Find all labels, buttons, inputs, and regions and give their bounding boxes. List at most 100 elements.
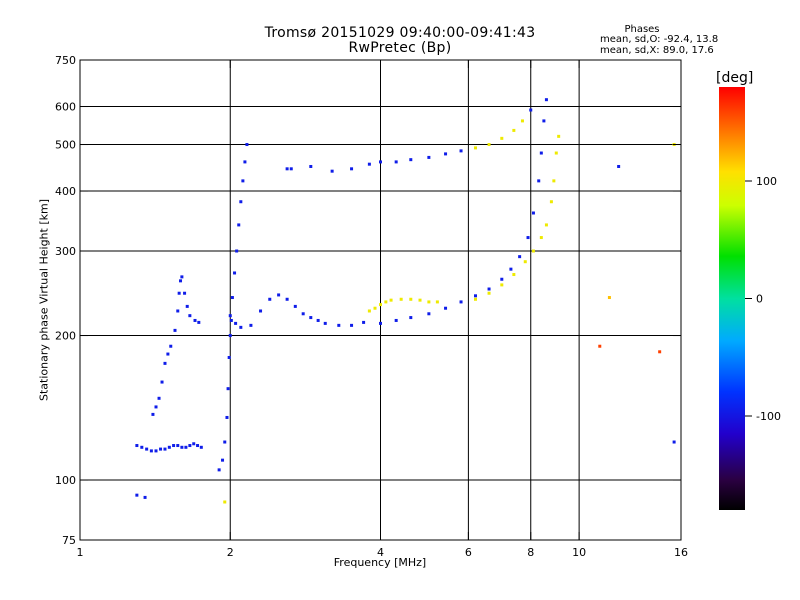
data-point — [523, 260, 527, 264]
data-point — [531, 249, 535, 253]
data-point — [531, 211, 535, 215]
x-tick-label: 2 — [227, 546, 234, 559]
data-point — [427, 300, 431, 304]
x-tick-label: 1 — [77, 546, 84, 559]
data-point — [409, 316, 413, 320]
data-point — [459, 149, 463, 153]
data-point — [529, 108, 533, 112]
data-point — [539, 236, 543, 240]
data-point — [234, 321, 238, 325]
data-point — [520, 119, 524, 123]
data-point — [427, 155, 431, 159]
data-point — [399, 297, 403, 301]
data-point — [228, 314, 232, 318]
data-point — [151, 412, 155, 416]
data-point — [223, 440, 227, 444]
data-point — [229, 318, 233, 322]
data-point — [301, 312, 305, 316]
data-point — [487, 287, 491, 291]
data-point — [143, 495, 147, 499]
data-point — [617, 164, 621, 168]
plot-frame — [79, 59, 682, 541]
data-point — [444, 152, 448, 156]
data-point — [154, 405, 158, 409]
data-point — [157, 396, 161, 400]
data-point — [427, 312, 431, 316]
data-point — [167, 445, 171, 449]
data-point — [444, 306, 448, 310]
data-point — [549, 200, 553, 204]
data-point — [225, 415, 229, 419]
data-point — [473, 297, 477, 301]
data-point — [389, 298, 393, 302]
data-point — [268, 297, 272, 301]
colorbar-tick-label: 0 — [756, 293, 763, 306]
data-point — [409, 297, 413, 301]
data-point — [552, 179, 556, 183]
data-point — [199, 445, 203, 449]
x-axis-label: Frequency [MHz] — [333, 556, 427, 569]
data-point — [188, 314, 192, 318]
data-point — [192, 442, 196, 446]
y-tick-label: 200 — [55, 330, 76, 343]
data-point — [557, 134, 561, 138]
phases-o-stats: mean, sd,O: -92.4, 13.8 — [600, 34, 719, 45]
data-point — [217, 468, 221, 472]
data-point — [309, 164, 313, 168]
data-point — [500, 136, 504, 140]
data-point — [512, 273, 516, 277]
data-point — [537, 179, 541, 183]
data-point — [539, 151, 543, 155]
data-point — [227, 355, 231, 359]
data-point — [512, 128, 516, 132]
y-tick-label: 300 — [55, 245, 76, 258]
data-point — [409, 158, 413, 162]
data-point — [163, 447, 167, 451]
data-point — [140, 445, 144, 449]
data-point — [337, 323, 341, 327]
y-tick-label: 600 — [55, 101, 76, 114]
data-point — [435, 300, 439, 304]
x-tick-label: 6 — [465, 546, 472, 559]
data-point — [544, 98, 548, 102]
data-point — [277, 293, 281, 297]
data-point — [188, 444, 192, 448]
data-point — [394, 318, 398, 322]
data-point — [459, 300, 463, 304]
data-point — [350, 323, 354, 327]
data-point — [193, 318, 197, 322]
data-point — [607, 296, 611, 300]
data-point — [259, 309, 263, 313]
x-tick-label: 10 — [572, 546, 586, 559]
data-point — [245, 143, 249, 147]
data-point — [135, 444, 139, 448]
data-point — [473, 146, 477, 150]
data-point — [223, 500, 227, 504]
data-point — [509, 267, 513, 271]
data-point — [135, 493, 139, 497]
y-tick-label: 100 — [55, 474, 76, 487]
data-point — [149, 449, 153, 453]
data-point — [154, 449, 158, 453]
phases-heading: Phases — [624, 24, 660, 35]
x-tick-label: 16 — [674, 546, 688, 559]
data-point — [173, 328, 177, 332]
phases-x-stats: mean, sd,X: 89.0, 17.6 — [600, 45, 714, 56]
data-point — [487, 291, 491, 295]
data-point — [243, 160, 247, 164]
data-point — [172, 444, 176, 448]
data-point — [184, 445, 188, 449]
data-point — [542, 119, 546, 123]
data-point — [169, 344, 173, 348]
data-point — [316, 318, 320, 322]
data-point — [228, 334, 232, 338]
y-tick-label: 400 — [55, 185, 76, 198]
y-tick-label: 500 — [55, 139, 76, 152]
data-point — [239, 200, 243, 204]
colorbar-unit: [deg] — [716, 70, 754, 86]
chart-title: Tromsø 20151029 09:40:00-09:41:43 — [264, 25, 536, 41]
data-point — [658, 350, 662, 354]
data-point — [309, 316, 313, 320]
data-point — [145, 447, 149, 451]
